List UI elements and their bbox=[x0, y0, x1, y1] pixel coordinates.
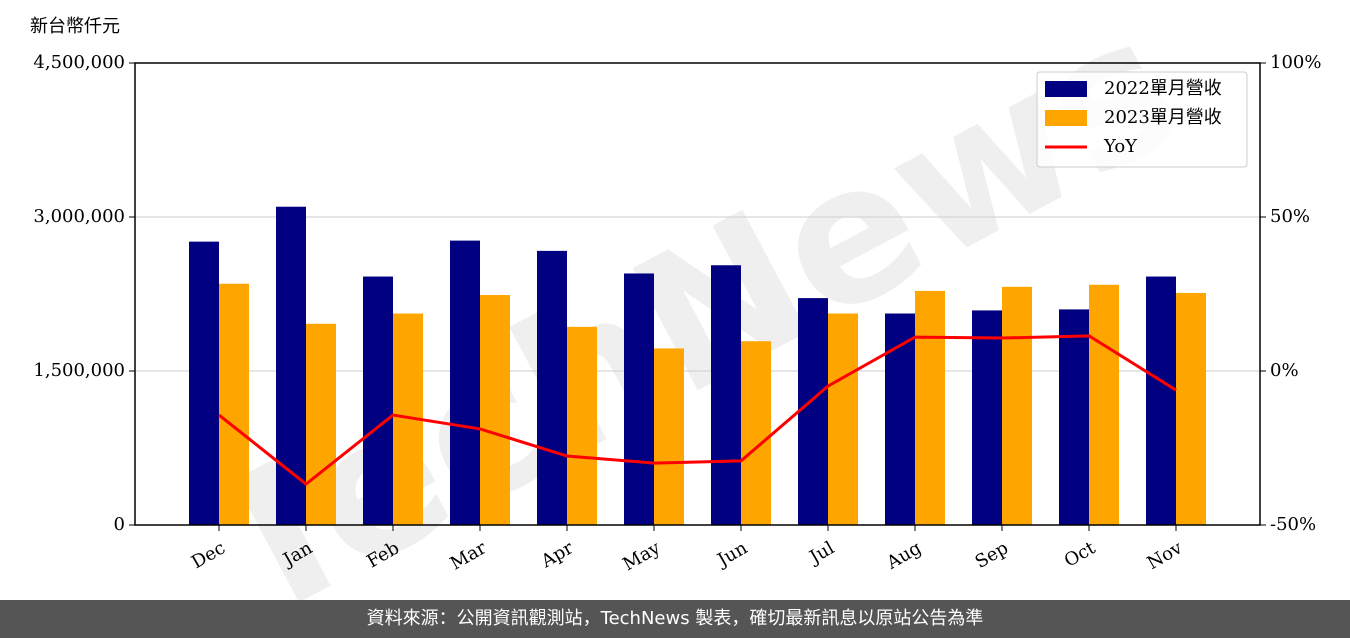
y2-tick-label: 0% bbox=[1270, 360, 1299, 381]
bar bbox=[654, 348, 684, 525]
bar bbox=[276, 206, 306, 525]
bar bbox=[363, 276, 393, 525]
bar bbox=[972, 310, 1002, 525]
y-tick-label: 4,500,000 bbox=[33, 52, 125, 73]
bar bbox=[219, 283, 249, 525]
bar bbox=[798, 298, 828, 525]
legend-label: 2022單月營收 bbox=[1104, 78, 1222, 99]
y2-tick-label: 100% bbox=[1270, 52, 1321, 73]
y-tick-label: 0 bbox=[114, 514, 125, 535]
bar bbox=[885, 313, 915, 525]
line-series bbox=[218, 334, 1177, 486]
legend-box bbox=[1036, 71, 1248, 168]
bar bbox=[741, 341, 771, 525]
bar bbox=[450, 240, 480, 525]
bar bbox=[1089, 284, 1119, 525]
bar bbox=[1059, 309, 1089, 525]
y2-tick-label: -50% bbox=[1270, 514, 1316, 535]
legend-swatch bbox=[1045, 110, 1087, 126]
legend: 2022單月營收 2023單月營收 YoY bbox=[1036, 71, 1248, 168]
bar bbox=[624, 273, 654, 525]
bar bbox=[1146, 276, 1176, 525]
bar bbox=[1002, 286, 1032, 525]
bar bbox=[189, 241, 219, 525]
y2-tick-label: 50% bbox=[1270, 206, 1310, 227]
x-tick-label: Nov bbox=[1144, 537, 1187, 574]
plot-frame bbox=[134, 62, 1261, 526]
bar bbox=[306, 323, 336, 525]
bar bbox=[915, 290, 945, 525]
legend-label: 2023單月營收 bbox=[1104, 107, 1222, 128]
bar bbox=[537, 250, 567, 525]
x-tick-label: Sep bbox=[972, 537, 1012, 572]
y-tick-label: 3,000,000 bbox=[33, 206, 125, 227]
legend-label: YoY bbox=[1103, 136, 1138, 157]
source-footer: 資料來源：公開資訊觀測站，TechNews 製表，確切最新訊息以原站公告為準 bbox=[0, 600, 1350, 638]
x-tick-label: Aug bbox=[882, 537, 925, 574]
y-axis-label: 新台幣仟元 bbox=[30, 16, 120, 37]
bar bbox=[480, 295, 510, 525]
legend-swatch bbox=[1045, 81, 1087, 97]
chart: 新台幣仟元 TechNews 01,500,0003,000,0004,500,… bbox=[30, 0, 1321, 600]
bar bbox=[1176, 292, 1206, 525]
x-tick-label: May bbox=[619, 537, 664, 575]
x-tick-label: Jul bbox=[804, 537, 838, 569]
x-tick-label: Jun bbox=[712, 537, 751, 572]
bar bbox=[828, 313, 858, 525]
y-tick-label: 1,500,000 bbox=[33, 360, 125, 381]
x-tick-label: Apr bbox=[537, 537, 577, 572]
x-tick-label: Oct bbox=[1061, 537, 1100, 572]
bar bbox=[567, 326, 597, 525]
bar bbox=[711, 265, 741, 525]
